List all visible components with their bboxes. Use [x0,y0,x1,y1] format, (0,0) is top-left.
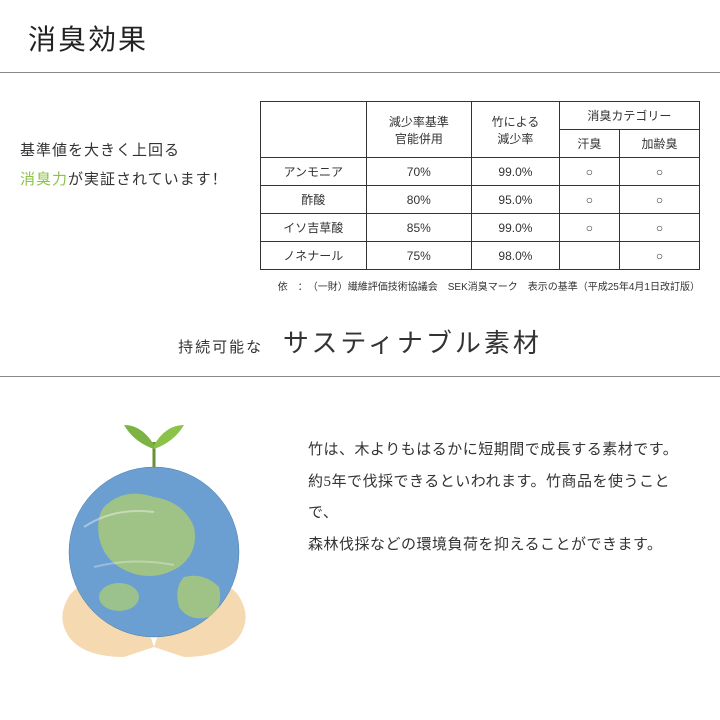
row-c1: 85% [366,214,472,242]
row-c4: ○ [620,242,700,270]
intro-accent: 消臭力 [20,172,68,188]
intro-line1: 基準値を大きく上回る [20,143,180,159]
row-c3: ○ [559,158,619,186]
row-c2: 98.0% [472,242,560,270]
intro-line2: が実証されています！ [68,172,228,188]
row-name: ノネナール [261,242,367,270]
row-c1: 80% [366,186,472,214]
table-wrap: 減少率基準 官能併用 竹による 減少率 消臭カテゴリー 汗臭 加齢臭 アンモニア… [260,101,700,293]
desc-l2: 約5年で伐採できるといわれます。竹商品を使うことで、 [308,467,696,530]
th-sub2: 加齢臭 [620,130,700,158]
section-title: 消臭効果 [0,0,720,73]
row-name: イソ吉草酸 [261,214,367,242]
headline2: 持続可能な サスティナブル素材 [0,303,720,377]
th-sub1: 汗臭 [559,130,619,158]
upper-section: 基準値を大きく上回る 消臭力が実証されています！ 減少率基準 官能併用 竹による… [0,73,720,303]
row-c2: 99.0% [472,214,560,242]
row-c2: 99.0% [472,158,560,186]
row-c4: ○ [620,158,700,186]
row-name: 酢酸 [261,186,367,214]
headline2-big: サスティナブル素材 [283,329,542,358]
row-c3: ○ [559,186,619,214]
row-c1: 70% [366,158,472,186]
table-row: 酢酸80%95.0%○○ [261,186,700,214]
th-col1: 減少率基準 官能併用 [366,102,472,158]
desc-l1: 竹は、木よりもはるかに短期間で成長する素材です。 [308,435,696,467]
row-c4: ○ [620,214,700,242]
headline2-small: 持続可能な [178,340,263,356]
table-row: ノネナール75%98.0% ○ [261,242,700,270]
lower-section: 竹は、木よりもはるかに短期間で成長する素材です。 約5年で伐採できるといわれます… [0,377,720,667]
row-c4: ○ [620,186,700,214]
row-c2: 95.0% [472,186,560,214]
row-c1: 75% [366,242,472,270]
intro-text: 基準値を大きく上回る 消臭力が実証されています！ [20,101,240,293]
row-name: アンモニア [261,158,367,186]
table-row: アンモニア70%99.0%○○ [261,158,700,186]
table-row: イソ吉草酸85%99.0%○○ [261,214,700,242]
row-c3 [559,242,619,270]
row-c3: ○ [559,214,619,242]
description: 竹は、木よりもはるかに短期間で成長する素材です。 約5年で伐採できるといわれます… [308,407,696,561]
th-group: 消臭カテゴリー [559,102,699,130]
earth-illustration [24,407,284,667]
th-col2: 竹による 減少率 [472,102,560,158]
desc-l3: 森林伐採などの環境負荷を抑えることができます。 [308,530,696,562]
deodorant-table: 減少率基準 官能併用 竹による 減少率 消臭カテゴリー 汗臭 加齢臭 アンモニア… [260,101,700,270]
th-blank [261,102,367,158]
table-note: 依 ： （一財）繊維評価技術協議会 SEK消臭マーク 表示の基準（平成25年4月… [260,278,700,293]
